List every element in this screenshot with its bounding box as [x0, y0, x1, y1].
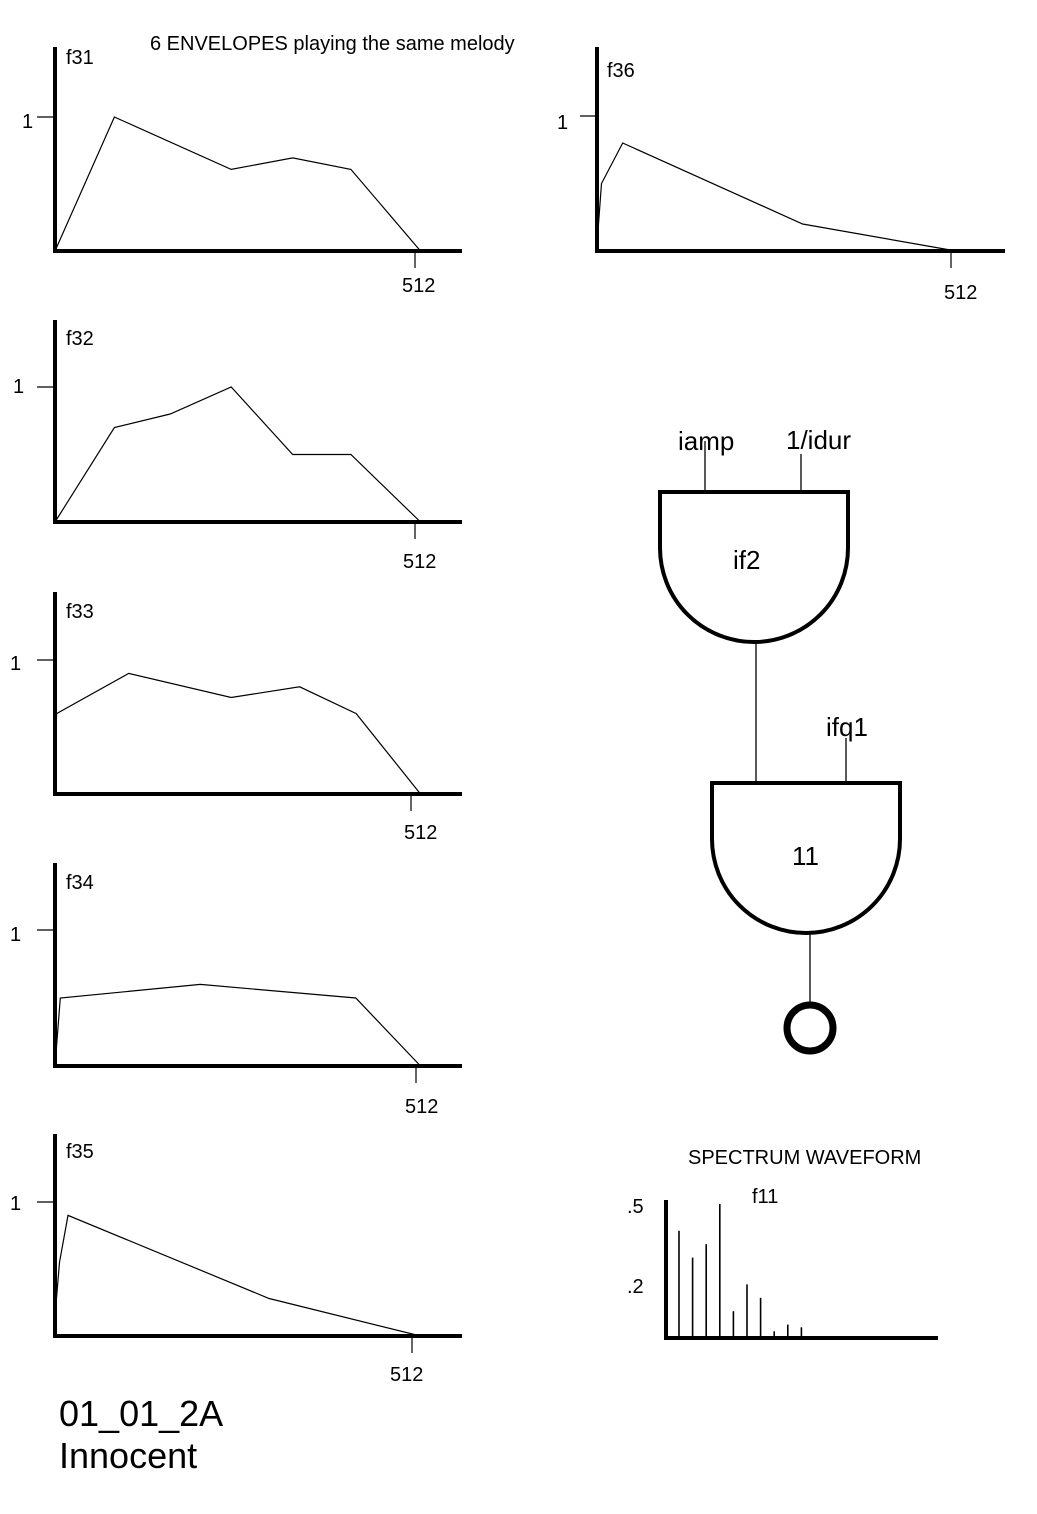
plot-axes: [595, 47, 1005, 253]
spectrum-title: SPECTRUM WAVEFORM: [688, 1147, 921, 1169]
plot-axes: [53, 592, 462, 796]
envelope-curve: [54, 1214, 421, 1337]
x-tick-label: 512: [403, 551, 436, 573]
spectrum-axes: [664, 1200, 938, 1340]
table-name: f35: [66, 1141, 94, 1163]
envelope-plot-f36: 1 512 f36: [557, 47, 1005, 304]
y-tick-label: 1: [10, 653, 21, 675]
oscil-unit-label: if2: [733, 545, 760, 575]
spectrum-table-name: f11: [752, 1186, 778, 1208]
patch-name: Innocent: [59, 1435, 197, 1476]
input-label-iamp: iamp: [678, 426, 734, 456]
plot-axes: [53, 863, 462, 1068]
spectrum-plot: SPECTRUM WAVEFORM f11 .5 .2: [627, 1147, 938, 1340]
patch-code: 01_01_2A: [59, 1393, 223, 1434]
spectrum-y-tick: .2: [627, 1276, 644, 1298]
envelope-curve: [54, 116, 421, 252]
plot-axes: [53, 320, 462, 524]
table-name: f31: [66, 47, 94, 69]
y-tick-label: 1: [22, 111, 33, 133]
instrument-diagram: iamp 1/idur if2 ifq1 11: [658, 425, 902, 1055]
x-tick-label: 512: [390, 1364, 423, 1386]
x-tick-label: 512: [404, 822, 437, 844]
table-name: f32: [66, 328, 94, 350]
envelope-curve: [596, 142, 957, 252]
plot-axes: [53, 47, 462, 253]
output-circle-icon: [783, 1001, 837, 1055]
x-tick-label: 512: [405, 1096, 438, 1118]
table-name: f33: [66, 601, 94, 623]
envelope-plot-f34: 1 512 f34: [10, 863, 462, 1118]
oscil-unit-audio: [710, 781, 902, 935]
input-label-idur: 1/idur: [786, 425, 851, 455]
spectrum-y-tick: .5: [627, 1196, 644, 1218]
oscil-unit-label: 11: [792, 841, 819, 871]
x-tick-label: 512: [944, 282, 977, 304]
envelope-curve: [54, 672, 421, 795]
y-tick-label: 1: [10, 924, 21, 946]
envelope-curve: [54, 983, 421, 1067]
envelope-plot-f31: 1 512 f31: [22, 47, 462, 297]
envelope-plot-f32: 1 512 f32: [13, 320, 462, 573]
envelope-plot-f35: 1 512 f35: [10, 1134, 462, 1386]
envelope-plot-f33: 1 512 f33: [10, 592, 462, 844]
input-label-ifq1: ifq1: [826, 712, 868, 742]
oscil-unit-envelope: [658, 490, 850, 644]
spectrum-partials: [678, 1204, 803, 1338]
plot-axes: [53, 1134, 462, 1338]
envelope-curve: [54, 386, 421, 523]
y-tick-label: 1: [557, 112, 568, 134]
table-name: f36: [607, 60, 635, 82]
y-tick-label: 1: [13, 376, 24, 398]
figure-heading: 6 ENVELOPES playing the same melody: [150, 33, 515, 55]
y-tick-label: 1: [10, 1193, 21, 1215]
table-name: f34: [66, 872, 94, 894]
x-tick-label: 512: [402, 275, 435, 297]
